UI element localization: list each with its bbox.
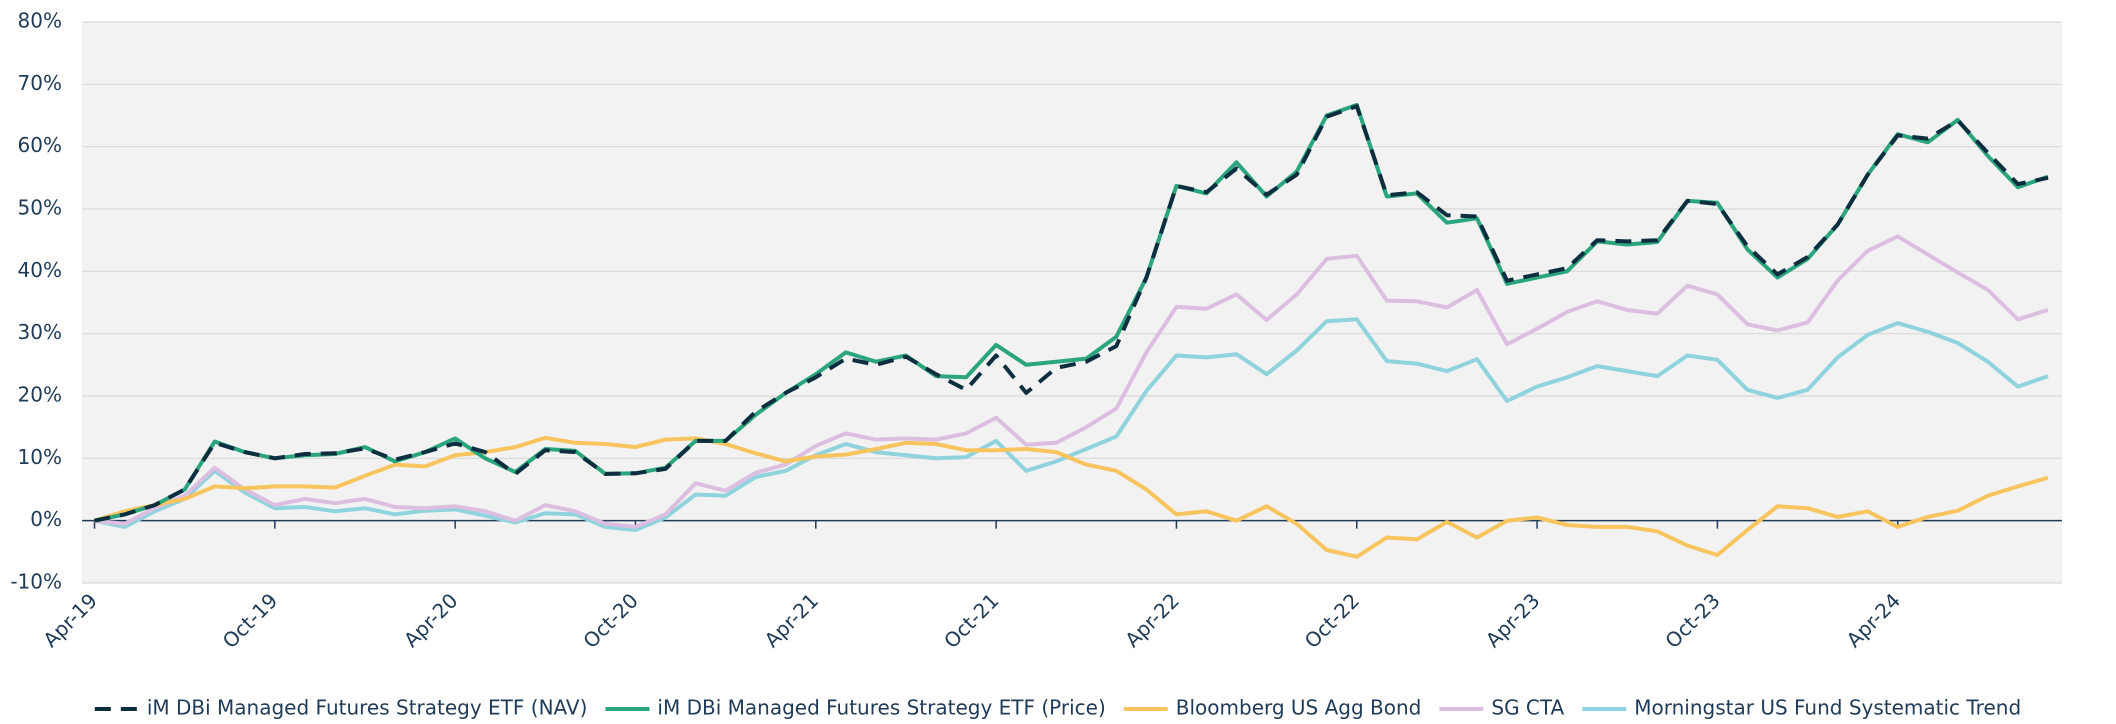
legend-label: SG CTA (1491, 696, 1564, 720)
plot-area (82, 22, 2062, 583)
x-tick-label: Oct-23 (1660, 588, 1725, 653)
y-tick-label: 80% (18, 9, 62, 33)
x-tick-label: Apr-24 (1842, 588, 1906, 652)
y-tick-label: 30% (18, 320, 62, 344)
x-tick-label: Oct-19 (218, 588, 283, 653)
series-line (94, 102, 2049, 523)
legend-label: iM DBi Managed Futures Strategy ETF (Pri… (657, 696, 1105, 720)
x-tick-label: Oct-20 (578, 588, 643, 653)
x-tick-label: Apr-21 (760, 588, 824, 652)
series-line (93, 435, 2049, 559)
y-tick-label: 60% (18, 133, 62, 157)
x-tick-label: Oct-22 (1300, 588, 1365, 653)
legend-label: Bloomberg US Agg Bond (1176, 696, 1422, 720)
legend-label: Morningstar US Fund Systematic Trend (1634, 696, 2021, 720)
series-line (94, 234, 2049, 529)
x-tick-label: Apr-20 (399, 588, 463, 652)
y-tick-label: 10% (18, 445, 62, 469)
y-tick-label: 70% (18, 71, 62, 95)
series-line (94, 317, 2049, 532)
y-tick-label: 20% (18, 383, 62, 407)
x-tick-label: Apr-22 (1120, 588, 1184, 652)
y-tick-label: 0% (30, 507, 62, 531)
y-tick-label: -10% (10, 570, 62, 594)
y-tick-label: 50% (18, 196, 62, 220)
x-tick-label: Apr-19 (38, 588, 102, 652)
legend-label: iM DBi Managed Futures Strategy ETF (NAV… (147, 696, 588, 720)
x-tick-label: Oct-21 (939, 588, 1004, 653)
y-tick-label: 40% (18, 258, 62, 282)
x-tick-label: Apr-23 (1481, 588, 1545, 652)
series-line (94, 104, 2049, 523)
legend: iM DBi Managed Futures Strategy ETF (NAV… (94, 696, 2021, 720)
